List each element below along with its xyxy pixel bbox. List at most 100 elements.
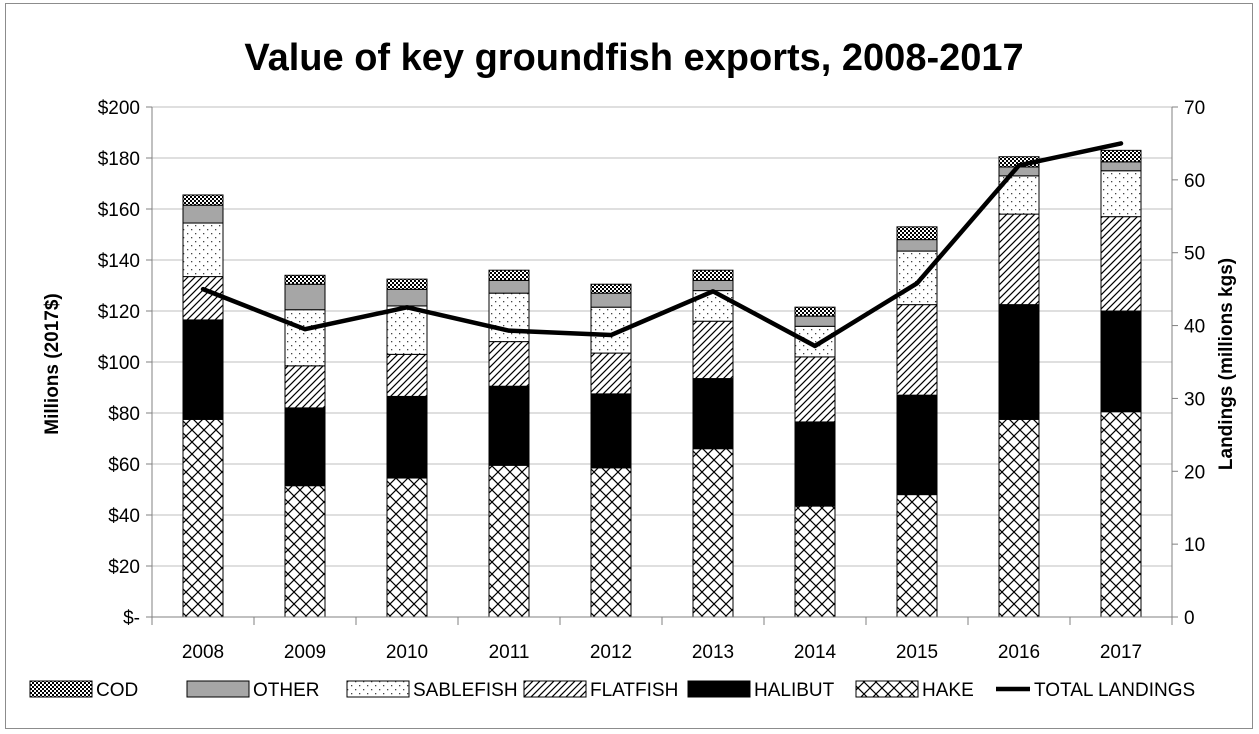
y-tick-label-left: $40 [108, 506, 140, 527]
bar-sablefish-2017 [1100, 170, 1142, 218]
y-tick-label-right: 10 [1184, 535, 1205, 556]
bar-stack-2016 [998, 156, 1040, 618]
y-tick-label-left: $180 [98, 149, 140, 170]
y-tick-label-left: $60 [108, 455, 140, 476]
bar-other-2017 [1100, 161, 1142, 172]
legend: COD OTHER SABLEFISH FLATFISH HALIBUT HAKE TOTA… [29, 680, 1195, 701]
legend-label: TOTAL LANDINGS [1034, 680, 1195, 701]
chart-title: Value of key groundfish exports, 2008-20… [244, 37, 1023, 79]
point-total-landings-2017 [1119, 141, 1123, 145]
y-axis-title-left: Millions (2017$) [42, 293, 63, 435]
bar-stacks [182, 149, 1142, 618]
x-tick-label: 2014 [794, 642, 837, 663]
bar-cod-2010 [386, 278, 428, 290]
bar-stack-2011 [488, 269, 530, 618]
chart-frame: Value of key groundfish exports, 2008-20… [5, 3, 1253, 729]
x-tick-label: 2009 [284, 642, 326, 663]
bar-flatfish-2009 [284, 365, 326, 409]
y-tick-label-right: 30 [1184, 389, 1205, 410]
point-total-landings-2009 [303, 327, 307, 331]
bar-sablefish-2014 [794, 325, 836, 358]
legend-item-flatfish: FLATFISH [523, 680, 678, 701]
legend-label: HAKE [922, 680, 974, 701]
y-axis-right-ticks: 0 10 20 30 40 50 60 70 [1184, 98, 1205, 629]
bar-stack-2014 [794, 306, 836, 618]
bar-hake-2012 [590, 467, 632, 618]
bar-stack-2010 [386, 278, 428, 618]
bar-sablefish-2015 [896, 250, 938, 306]
bar-cod-2008 [182, 194, 224, 206]
bar-other-2009 [284, 283, 326, 311]
y-axis-left-ticks: $- $20 $40 $60 $80 $100 $120 $140 $160 $180 $200 [98, 98, 140, 629]
legend-item-cod: COD [29, 680, 138, 701]
point-total-landings-2012 [609, 333, 613, 337]
y-tick-label-left: $20 [108, 557, 140, 578]
point-total-landings-2016 [1017, 163, 1021, 167]
legend-label: OTHER [253, 680, 320, 701]
x-tick-label: 2008 [182, 642, 224, 663]
legend-swatch-halibut [687, 680, 751, 698]
y-tick-label-right: 70 [1184, 98, 1205, 119]
bar-cod-2017 [1100, 149, 1142, 163]
legend-item-total-landings: TOTAL LANDINGS [996, 680, 1195, 701]
bar-sablefish-2009 [284, 309, 326, 367]
legend-label: COD [96, 680, 138, 701]
point-total-landings-2008 [201, 287, 205, 291]
y-tick-label-left: $100 [98, 353, 140, 374]
y-tick-label-right: 50 [1184, 244, 1205, 265]
bar-stack-2013 [692, 269, 734, 618]
point-total-landings-2010 [405, 305, 409, 309]
legend-item-hake: HAKE [855, 680, 974, 701]
bar-other-2012 [590, 292, 632, 308]
bar-halibut-2016 [998, 304, 1040, 420]
bar-halibut-2012 [590, 393, 632, 469]
y-tick-label-left: $120 [98, 302, 140, 323]
legend-swatch-cod [29, 680, 93, 698]
bar-cod-2011 [488, 269, 530, 281]
legend-swatch-flatfish [523, 680, 587, 698]
y-tick-label-left: $80 [108, 404, 140, 425]
bar-cod-2013 [692, 269, 734, 281]
bar-sablefish-2010 [386, 305, 428, 355]
bar-halibut-2010 [386, 395, 428, 479]
bar-flatfish-2008 [182, 276, 224, 321]
x-tick-label: 2017 [1100, 642, 1142, 663]
bar-hake-2008 [182, 418, 224, 618]
y-tick-label-left: $140 [98, 251, 140, 272]
bar-cod-2009 [284, 274, 326, 285]
x-axis-ticks: 2008 2009 2010 2011 2012 2013 2014 2015 2016 2017 [182, 642, 1142, 663]
chart-svg: Value of key groundfish exports, 2008-20… [29, 37, 1237, 701]
line-total-landings [200, 141, 1124, 349]
bar-hake-2009 [284, 485, 326, 618]
legend-swatch-hake [855, 680, 919, 698]
x-tick-label: 2010 [386, 642, 428, 663]
bar-stack-2012 [590, 283, 632, 618]
bar-other-2014 [794, 315, 836, 327]
legend-label: SABLEFISH [413, 680, 518, 701]
bar-other-2013 [692, 279, 734, 292]
bar-halibut-2011 [488, 385, 530, 466]
x-tick-label: 2013 [692, 642, 734, 663]
bar-flatfish-2012 [590, 352, 632, 395]
legend-label: FLATFISH [590, 680, 678, 701]
bar-hake-2011 [488, 464, 530, 618]
bar-other-2011 [488, 279, 530, 294]
bar-stack-2015 [896, 226, 938, 618]
point-total-landings-2011 [507, 329, 511, 333]
bar-halibut-2015 [896, 394, 938, 496]
y-tick-label-right: 20 [1184, 462, 1205, 483]
bar-sablefish-2011 [488, 292, 530, 343]
x-tick-label: 2016 [998, 642, 1040, 663]
bar-flatfish-2011 [488, 341, 530, 387]
x-tick-label: 2011 [489, 642, 530, 663]
point-total-landings-2015 [915, 281, 919, 285]
bar-other-2010 [386, 288, 428, 307]
bar-halibut-2013 [692, 378, 734, 450]
bar-hake-2010 [386, 477, 428, 618]
bar-flatfish-2015 [896, 304, 938, 396]
bar-cod-2014 [794, 306, 836, 317]
bar-other-2015 [896, 239, 938, 252]
legend-swatch-other [186, 680, 250, 698]
bar-stack-2017 [1100, 149, 1142, 618]
bar-flatfish-2013 [692, 320, 734, 380]
